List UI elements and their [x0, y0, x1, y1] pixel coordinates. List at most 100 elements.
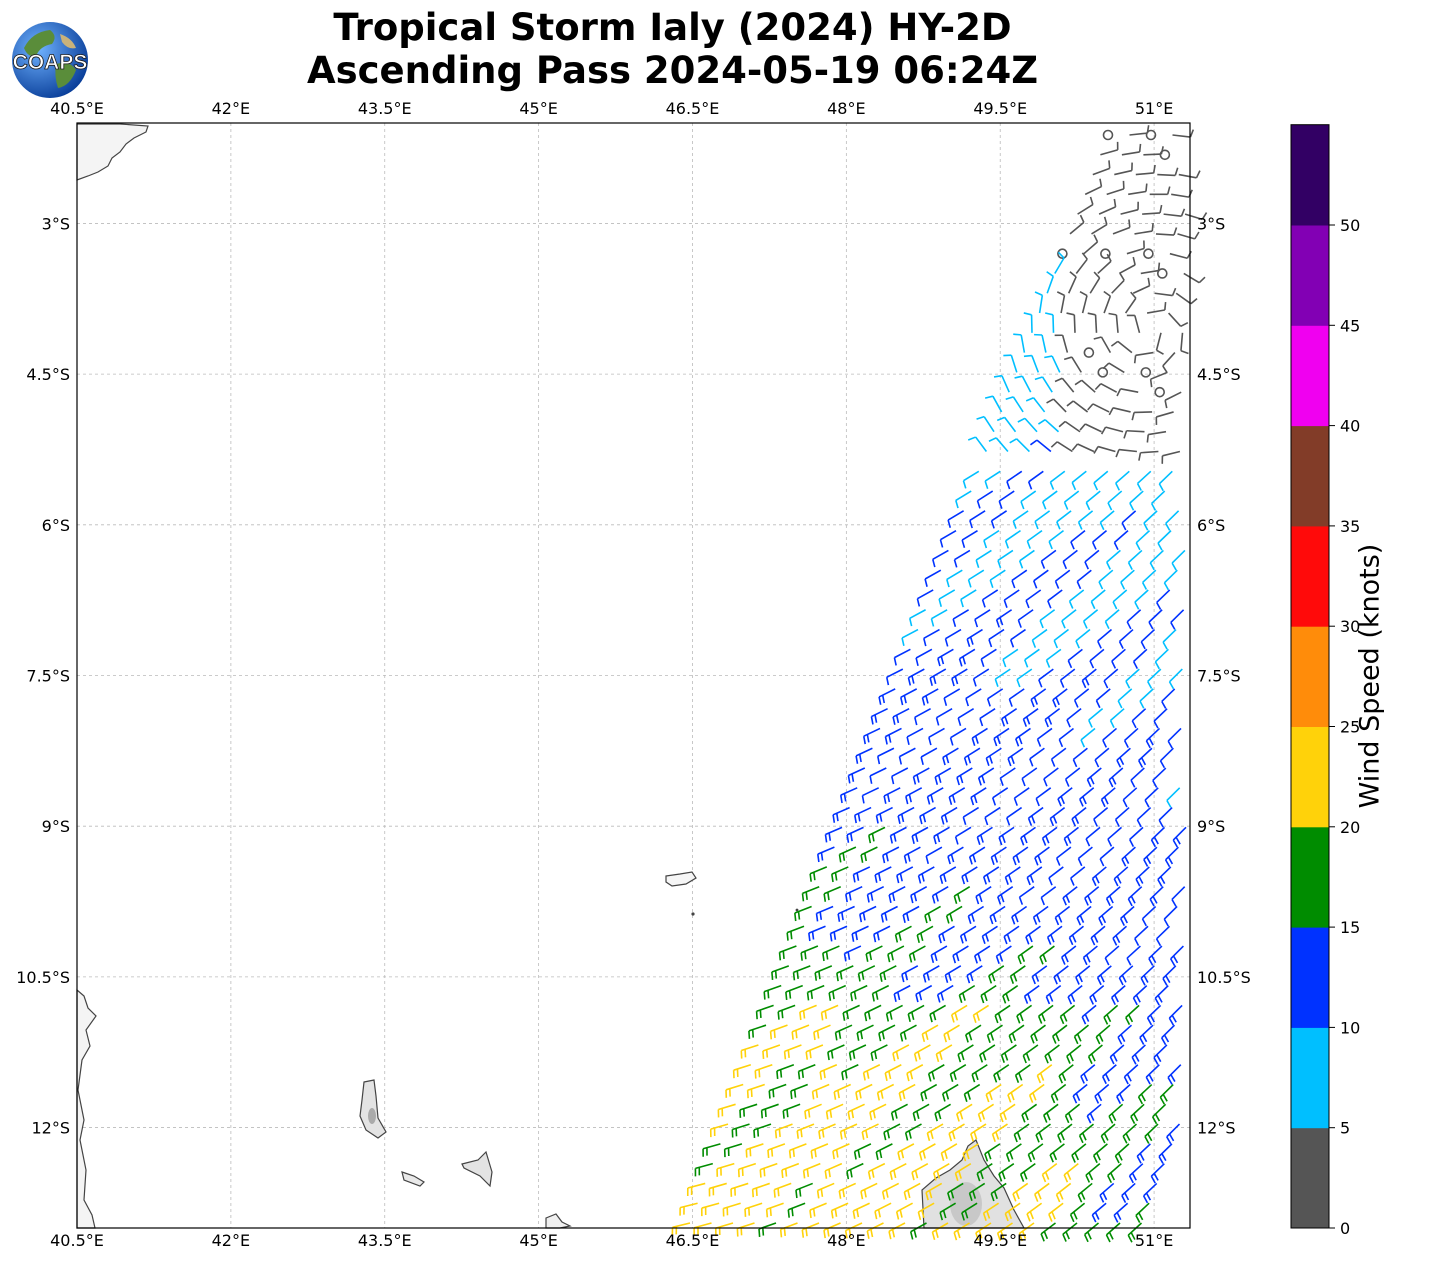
wind-barb: [740, 1044, 759, 1059]
wind-barb: [1013, 787, 1030, 806]
wind-barb: [1006, 806, 1023, 826]
wind-barb: [1064, 1103, 1081, 1124]
wind-barb: [797, 1064, 816, 1080]
wind-barb: [1147, 668, 1162, 689]
wind-barb: [1055, 846, 1072, 866]
wind-barb: [748, 1024, 767, 1039]
wind-barb: [1110, 340, 1133, 354]
wind-barb: [870, 707, 888, 725]
wind-barb: [810, 1143, 829, 1159]
wind-barb: [1036, 1064, 1053, 1084]
wind-barb: [1128, 183, 1148, 196]
lon-label-top: 40.5°E: [50, 99, 104, 118]
wind-barb: [999, 767, 1016, 786]
wind-barb: [1076, 569, 1092, 590]
wind-barb: [1154, 386, 1165, 398]
wind-barb: [941, 1083, 959, 1102]
wind-barb: [1155, 332, 1164, 355]
wind-barb: [939, 866, 957, 884]
wind-barb: [1108, 767, 1124, 788]
wind-barb: [1019, 1163, 1036, 1182]
wind-barb: [839, 787, 858, 804]
wind-barb: [900, 688, 918, 706]
wind-barb: [1157, 167, 1179, 177]
wind-barb: [914, 707, 931, 726]
wind-barb: [1054, 251, 1065, 274]
wind-barb: [1069, 214, 1085, 235]
wind-barb: [1029, 747, 1045, 767]
lon-label-bottom: 49.5°E: [973, 1231, 1027, 1250]
wind-barb: [927, 1064, 945, 1082]
wind-barb: [769, 1024, 788, 1040]
wind-barb: [912, 1103, 930, 1121]
wind-barb: [805, 1044, 824, 1060]
wind-barb: [1007, 1083, 1024, 1103]
wind-barb: [1163, 569, 1178, 591]
wind-barb: [1039, 609, 1056, 629]
wind-barb: [1014, 375, 1032, 393]
wind-barb: [1143, 846, 1158, 867]
wind-barb: [1150, 826, 1166, 848]
wind-barb: [1058, 420, 1081, 433]
wind-barb: [952, 945, 969, 964]
wind-barb: [694, 1162, 714, 1177]
lat-label-left: 7.5°S: [26, 667, 70, 686]
wind-barb: [998, 1162, 1015, 1182]
wind-barb: [920, 1083, 938, 1102]
wind-barb: [1000, 708, 1018, 727]
lat-label-right: 6°S: [1197, 516, 1225, 535]
wind-barb: [916, 589, 934, 607]
lat-label-right: 12°S: [1197, 1119, 1236, 1138]
wind-barb: [899, 1024, 917, 1042]
wind-barb: [679, 1202, 698, 1216]
wind-barb: [1163, 208, 1186, 218]
wind-barb: [1141, 569, 1157, 590]
wind-barb: [1164, 391, 1182, 409]
wind-barb: [1076, 905, 1092, 926]
wind-barb: [898, 747, 916, 765]
wind-barb: [1148, 609, 1163, 630]
wind-barb: [1022, 708, 1039, 727]
wind-barb: [887, 945, 905, 963]
wind-barb: [730, 1182, 749, 1197]
island-aldabra: [665, 871, 697, 887]
wind-barb: [1108, 312, 1119, 333]
wind-barb: [1169, 250, 1192, 260]
wind-barb: [1009, 628, 1026, 648]
wind-barb: [1025, 589, 1042, 609]
wind-barb: [1056, 291, 1066, 314]
lon-label-top: 45°E: [519, 99, 557, 118]
wind-barb: [882, 846, 900, 864]
lon-label-bottom: 48°E: [827, 1231, 865, 1250]
wind-barb: [874, 1202, 892, 1220]
title-line-2: Ascending Pass 2024-05-19 06:24Z: [306, 49, 1039, 92]
wind-barb: [1037, 419, 1060, 433]
wind-barb: [917, 1202, 935, 1220]
wind-barb: [1142, 1182, 1158, 1204]
wind-barb: [905, 787, 923, 805]
wind-barb: [1021, 1103, 1038, 1123]
wind-barb: [972, 1004, 990, 1023]
wind-barb: [1149, 549, 1164, 571]
wind-barb: [1049, 470, 1066, 490]
wind-barb: [751, 1182, 770, 1198]
wind-barb: [845, 885, 863, 903]
wind-barb: [1066, 1044, 1082, 1064]
wind-barb: [979, 708, 996, 727]
wind-barb: [1121, 846, 1136, 867]
wind-barb: [1041, 1163, 1058, 1183]
wind-barb: [890, 1103, 908, 1121]
wind-barb: [1172, 129, 1195, 138]
wind-barb: [976, 1162, 993, 1182]
wind-barb: [1025, 396, 1046, 413]
wind-barb: [971, 727, 988, 746]
wind-barb: [709, 1123, 729, 1138]
wind-barb: [1113, 530, 1129, 551]
wind-barb: [708, 1182, 727, 1197]
wind-barb: [1073, 688, 1090, 708]
wind-barb: [1024, 648, 1040, 668]
wind-barbs: [671, 125, 1208, 1243]
wind-barb: [862, 1064, 881, 1081]
wind-barb: [1123, 1064, 1139, 1085]
wind-barb: [1171, 189, 1193, 198]
